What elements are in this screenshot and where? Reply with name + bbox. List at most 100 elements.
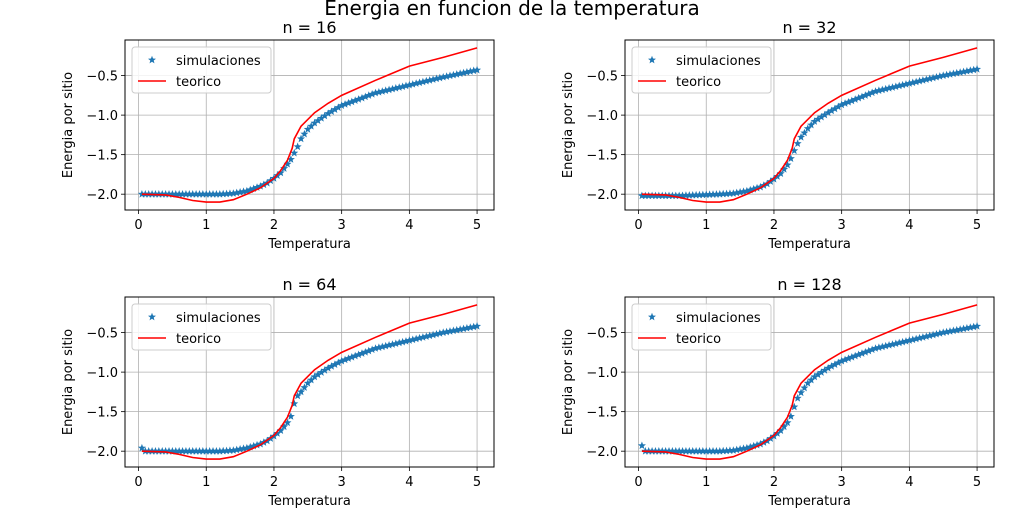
- x-tick-label: 1: [202, 218, 210, 233]
- series-point-simulaciones: [800, 383, 809, 392]
- x-axis-label: Temperatura: [767, 494, 851, 509]
- series-point-simulaciones: [854, 350, 863, 359]
- series-point-simulaciones: [303, 378, 312, 387]
- legend-label: simulaciones: [676, 311, 761, 326]
- series-point-simulaciones: [753, 440, 762, 449]
- series-point-simulaciones: [725, 446, 734, 454]
- series-point-simulaciones: [368, 90, 377, 98]
- series-point-simulaciones: [678, 446, 687, 455]
- series-point-simulaciones: [215, 189, 224, 198]
- series-point-simulaciones: [800, 128, 809, 137]
- series-point-simulaciones: [462, 323, 471, 332]
- series-point-simulaciones: [685, 191, 694, 199]
- series-point-simulaciones: [354, 350, 363, 359]
- series-point-simulaciones: [442, 327, 451, 336]
- series-point-simulaciones: [215, 446, 224, 455]
- series-point-simulaciones: [374, 87, 383, 96]
- series-point-simulaciones: [165, 189, 173, 198]
- series-point-simulaciones: [712, 446, 721, 455]
- x-axis-label: Temperatura: [267, 237, 351, 252]
- x-tick-label: 0: [634, 218, 642, 233]
- legend-label: simulaciones: [176, 54, 261, 69]
- series-point-simulaciones: [692, 190, 701, 199]
- y-tick-label: −1.5: [586, 406, 618, 421]
- series-point-simulaciones: [439, 328, 448, 336]
- series-point-simulaciones: [229, 189, 238, 197]
- series-point-simulaciones: [912, 334, 921, 343]
- y-tick-label: −1.5: [86, 406, 118, 421]
- series-point-simulaciones: [357, 93, 366, 102]
- series-point-simulaciones: [412, 334, 421, 343]
- series-point-simulaciones: [648, 191, 657, 200]
- series-point-simulaciones: [232, 445, 241, 454]
- series-point-simulaciones: [297, 387, 306, 396]
- series-point-simulaciones: [797, 388, 806, 397]
- series-point-simulaciones: [729, 446, 738, 454]
- x-tick-label: 2: [270, 218, 278, 233]
- series-point-simulaciones: [473, 322, 482, 330]
- series-point-simulaciones: [259, 180, 268, 189]
- series-point-simulaciones: [425, 76, 434, 84]
- series-point-simulaciones: [324, 363, 333, 372]
- series-point-simulaciones: [469, 66, 478, 75]
- series-point-simulaciones: [675, 446, 684, 455]
- axes-frame: [124, 39, 495, 211]
- series-point-simulaciones: [297, 134, 306, 143]
- series-point-simulaciones: [807, 375, 816, 384]
- legend-label: teorico: [676, 332, 721, 347]
- series-point-simulaciones: [837, 356, 846, 365]
- series-point-simulaciones: [242, 186, 251, 195]
- series-point-simulaciones: [905, 79, 914, 87]
- series-point-simulaciones: [222, 446, 231, 455]
- series-point-simulaciones: [746, 185, 755, 194]
- series-point-simulaciones: [851, 351, 860, 360]
- series-point-simulaciones: [881, 341, 890, 350]
- series-point-simulaciones: [861, 91, 870, 99]
- x-tick-label: 1: [702, 218, 710, 233]
- plot-area: [137, 304, 482, 460]
- series-point-simulaciones: [398, 82, 407, 91]
- x-tick-label: 5: [973, 475, 981, 490]
- series-point-simulaciones: [915, 333, 924, 342]
- series-point-simulaciones: [725, 189, 734, 197]
- series-point-simulaciones: [395, 83, 404, 91]
- series-point-simulaciones: [790, 402, 799, 411]
- y-tick-label: −1.0: [586, 109, 618, 124]
- series-point-simulaciones: [378, 342, 387, 351]
- series-point-simulaciones: [929, 330, 938, 339]
- legend-box: [631, 46, 772, 94]
- series-point-simulaciones: [435, 329, 444, 337]
- series-point-simulaciones: [435, 73, 444, 82]
- chart-panel-2: 0 1 2 3 4 5 −2.0 −1.5 −1.0 −0.5 n = 32 Temperatura E…: [561, 18, 995, 252]
- plot-area: [637, 304, 982, 460]
- series-point-simulaciones: [446, 327, 454, 335]
- series-line-teorico: [641, 47, 978, 203]
- chart-title: n = 128: [777, 275, 841, 294]
- series-point-simulaciones: [334, 358, 343, 367]
- x-tick-label: 0: [634, 475, 642, 490]
- series-point-simulaciones: [374, 343, 383, 351]
- series-point-simulaciones: [932, 72, 941, 81]
- plot-area: [637, 47, 982, 203]
- series-point-simulaciones: [456, 325, 465, 333]
- series-point-simulaciones: [178, 446, 187, 455]
- y-axis-label: Energia por sitio: [561, 72, 576, 178]
- series-point-simulaciones: [901, 80, 910, 88]
- series-point-simulaciones: [310, 372, 319, 381]
- series-point-simulaciones: [209, 446, 218, 455]
- series-point-simulaciones: [313, 116, 322, 125]
- series-point-simulaciones: [401, 337, 410, 345]
- series-point-simulaciones: [276, 168, 285, 177]
- series-point-simulaciones: [344, 98, 353, 107]
- series-point-simulaciones: [249, 184, 258, 193]
- legend-label: teorico: [676, 75, 721, 90]
- series-point-simulaciones: [175, 189, 184, 198]
- series-point-simulaciones: [878, 342, 887, 351]
- series-point-simulaciones: [705, 190, 714, 198]
- series-point-simulaciones: [922, 332, 931, 340]
- series-point-simulaciones: [864, 89, 873, 98]
- series-point-simulaciones: [330, 360, 339, 368]
- series-point-simulaciones: [307, 121, 316, 130]
- series-point-simulaciones: [293, 142, 302, 151]
- series-point-simulaciones: [922, 75, 931, 83]
